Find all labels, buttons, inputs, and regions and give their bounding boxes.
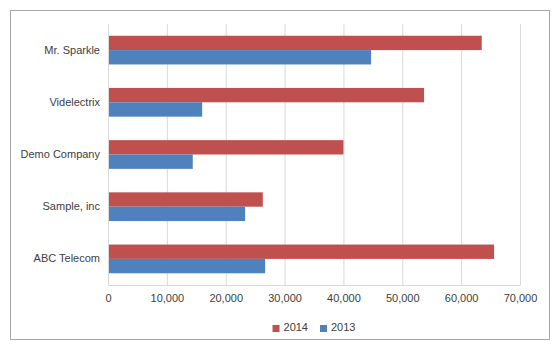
tick-label: 0 [105, 292, 111, 304]
plot: ABC Telecom Sample, inc Demo Company Videle… [21, 24, 538, 304]
tick-label: 20,000 [209, 292, 243, 304]
bar [108, 50, 371, 64]
bar [108, 259, 265, 273]
tick-label: 70,000 [504, 292, 538, 304]
tick: ABC Telecom [34, 252, 108, 264]
tick-label: ABC Telecom [34, 252, 100, 264]
tick: Demo Company [21, 148, 108, 160]
chart-frame [11, 11, 550, 340]
tick: 0 [105, 285, 111, 304]
tick: 40,000 [327, 285, 361, 304]
bar [108, 207, 245, 221]
legend-swatch [320, 325, 327, 332]
axis-line [108, 25, 109, 286]
legend-item: 2014 [273, 321, 308, 333]
tick-label: 50,000 [386, 292, 420, 304]
bar [108, 245, 494, 259]
grid-line [520, 24, 521, 285]
tick: 60,000 [445, 285, 479, 304]
tick-label: 30,000 [268, 292, 302, 304]
legend-label: 2013 [331, 321, 355, 333]
grid-line [108, 24, 109, 285]
chart: ABC Telecom Sample, inc Demo Company Videle… [0, 0, 560, 350]
tick-label: 40,000 [327, 292, 361, 304]
y-axis: ABC Telecom Sample, inc Demo Company Videle… [21, 25, 109, 286]
tick: Sample, inc [43, 200, 108, 212]
series [108, 36, 494, 259]
legend-item: 2013 [320, 321, 355, 333]
tick-label: 60,000 [445, 292, 479, 304]
bars [108, 36, 494, 274]
bar [108, 155, 193, 169]
tick-label: Videlectrix [49, 96, 100, 108]
bar [108, 102, 202, 116]
tick-label: Demo Company [21, 148, 101, 160]
x-axis: 0 10,000 20,000 30,000 40,000 50,000 60,000 70,… [105, 285, 537, 304]
tick-label: Mr. Sparkle [44, 44, 100, 56]
series [108, 50, 371, 273]
bar [108, 192, 263, 206]
tick: 10,000 [151, 285, 185, 304]
legend-swatch [273, 325, 280, 332]
tick: 30,000 [268, 285, 302, 304]
bar [108, 88, 424, 102]
tick: 70,000 [504, 285, 538, 304]
tick: Mr. Sparkle [44, 44, 108, 56]
axis-line [109, 285, 521, 286]
tick-label: Sample, inc [43, 200, 101, 212]
legend-label: 2014 [284, 321, 308, 333]
grid [109, 24, 521, 285]
legend: 2014 2013 [273, 321, 356, 333]
bar [108, 140, 343, 154]
bar [108, 36, 482, 50]
tick: Videlectrix [49, 96, 108, 108]
tick: 20,000 [209, 285, 243, 304]
tick: 50,000 [386, 285, 420, 304]
tick-label: 10,000 [151, 292, 185, 304]
